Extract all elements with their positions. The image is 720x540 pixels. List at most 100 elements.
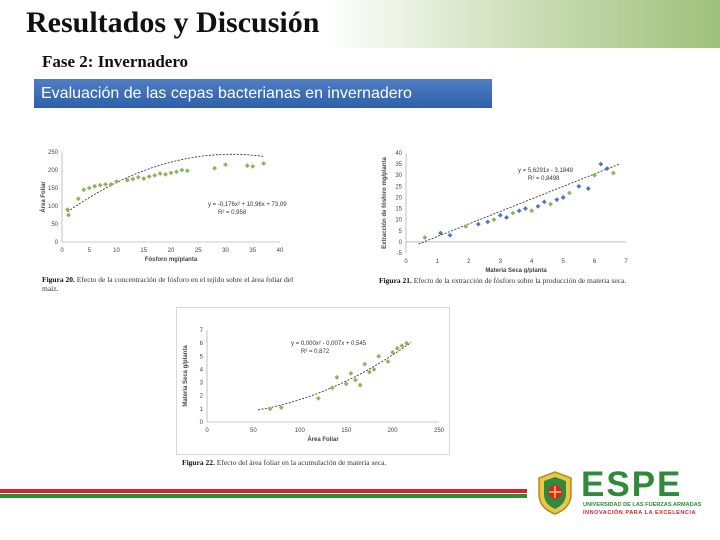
data-point [376, 353, 382, 359]
x-tick-label: 30 [222, 248, 229, 254]
y-axis-title: Materia Seca g/planta [183, 345, 189, 407]
data-point [97, 182, 103, 188]
data-point [475, 221, 481, 227]
data-point [516, 208, 522, 214]
data-point [548, 201, 553, 207]
section-banner: Evaluación de las cepas bacterianas en i… [34, 79, 492, 108]
data-point [135, 174, 141, 180]
university-name: UNIVERSIDAD DE LAS FUERZAS ARMADAS [583, 502, 702, 508]
data-point [81, 187, 87, 193]
caption-fig21-text: Efecto de la extracción de fósforo sobre… [413, 276, 627, 285]
x-tick-label: 6 [593, 259, 597, 265]
data-point [114, 179, 119, 184]
data-point [146, 174, 152, 179]
data-point [611, 170, 616, 176]
data-point [404, 340, 409, 346]
data-point [75, 196, 81, 202]
y-tick-label: 6 [200, 341, 204, 347]
data-point [390, 349, 395, 355]
y-tick-label: 0 [399, 240, 403, 246]
y-tick-label: 150 [48, 186, 59, 192]
y-tick-label: 0 [200, 420, 204, 426]
caption-fig20-label: Figura 20. [42, 275, 75, 284]
espe-logo: ESPE UNIVERSIDAD DE LAS FUERZAS ARMADAS … [535, 466, 715, 520]
x-tick-label: 15 [140, 248, 147, 254]
y-tick-label: -5 [397, 251, 403, 257]
y-tick-label: 25 [395, 184, 402, 190]
x-tick-label: 250 [434, 428, 445, 434]
y-tick-label: 35 [395, 162, 402, 168]
y-tick-label: 50 [51, 222, 58, 228]
data-point [604, 166, 610, 171]
y-tick-label: 1 [200, 407, 204, 413]
x-tick-label: 35 [249, 248, 256, 254]
footer-green-line [0, 494, 527, 498]
data-point [103, 182, 108, 187]
y-tick-label: 20 [395, 195, 402, 201]
data-point [541, 199, 547, 205]
data-point [250, 164, 256, 169]
trend-equation: y = 5,6291x - 3,1849 [518, 168, 574, 174]
university-motto: INNOVACIÓN PARA LA EXCELENCIA [583, 510, 697, 516]
data-point [394, 346, 400, 351]
data-point [485, 219, 491, 225]
y-tick-label: 15 [395, 207, 402, 213]
x-tick-label: 0 [404, 259, 408, 265]
trendline [418, 163, 620, 245]
data-point [353, 377, 358, 383]
data-point [261, 161, 267, 166]
x-tick-label: 10 [113, 248, 120, 254]
y-tick-label: 5 [399, 229, 403, 235]
y-tick-label: 40 [395, 151, 402, 157]
data-point [315, 395, 321, 401]
y-tick-label: 0 [55, 240, 59, 246]
data-point [529, 208, 535, 214]
x-tick-label: 200 [388, 428, 399, 434]
data-point [504, 215, 509, 220]
data-point [174, 169, 179, 175]
data-point [592, 172, 597, 178]
trendline [67, 153, 264, 213]
data-point [130, 176, 136, 182]
data-point [168, 170, 174, 176]
footer-red-line [0, 489, 527, 493]
chart-fig20: 250 200 150 100 50 0 0 5 10 15 20 25 30 35 40 Fósforo m… [38, 142, 290, 272]
data-point [334, 374, 340, 380]
data-point [163, 171, 168, 177]
slide-title: Resultados y Discusión [26, 6, 320, 39]
x-tick-label: 20 [168, 248, 175, 254]
data-point [491, 217, 497, 223]
chart-fig20-svg: 250 200 150 100 50 00 5 10 15 20 25 30 35 40 Fósforo m… [40, 150, 287, 263]
crest-icon [538, 471, 572, 515]
y-axis-title: Área Foliar [40, 181, 47, 213]
y-tick-label: 200 [48, 168, 59, 174]
data-point [223, 162, 228, 167]
data-point [463, 223, 469, 229]
y-tick-label: 250 [48, 150, 59, 156]
caption-fig20-text2: maíz. [42, 284, 59, 293]
data-point [438, 230, 443, 236]
data-point [385, 359, 391, 364]
y-tick-label: 7 [200, 328, 204, 334]
x-axis-title: Materia Seca g/planta [485, 268, 547, 273]
data-point [567, 190, 572, 196]
data-point [598, 161, 604, 167]
y-tick-label: 100 [48, 204, 59, 210]
trend-equation: y = 0,000x² - 0,007x + 0,545 [291, 341, 367, 347]
y-tick-label: 30 [395, 173, 402, 179]
footer-stripes [0, 489, 527, 499]
x-tick-label: 25 [195, 248, 202, 254]
data-point [65, 207, 70, 212]
data-point [357, 382, 363, 388]
data-point [244, 163, 250, 169]
x-tick-label: 2 [467, 259, 471, 265]
data-point [212, 165, 217, 171]
caption-fig21-label: Figura 21. [379, 276, 412, 285]
y-tick-label: 4 [200, 367, 204, 373]
slide-subtitle: Fase 2: Invernadero [42, 52, 189, 71]
caption-fig22-text: Efecto del área foliar en la acumulación… [216, 458, 387, 467]
data-point [535, 203, 541, 209]
data-point [576, 183, 582, 189]
trend-r2: R² = 0,8498 [528, 176, 560, 182]
